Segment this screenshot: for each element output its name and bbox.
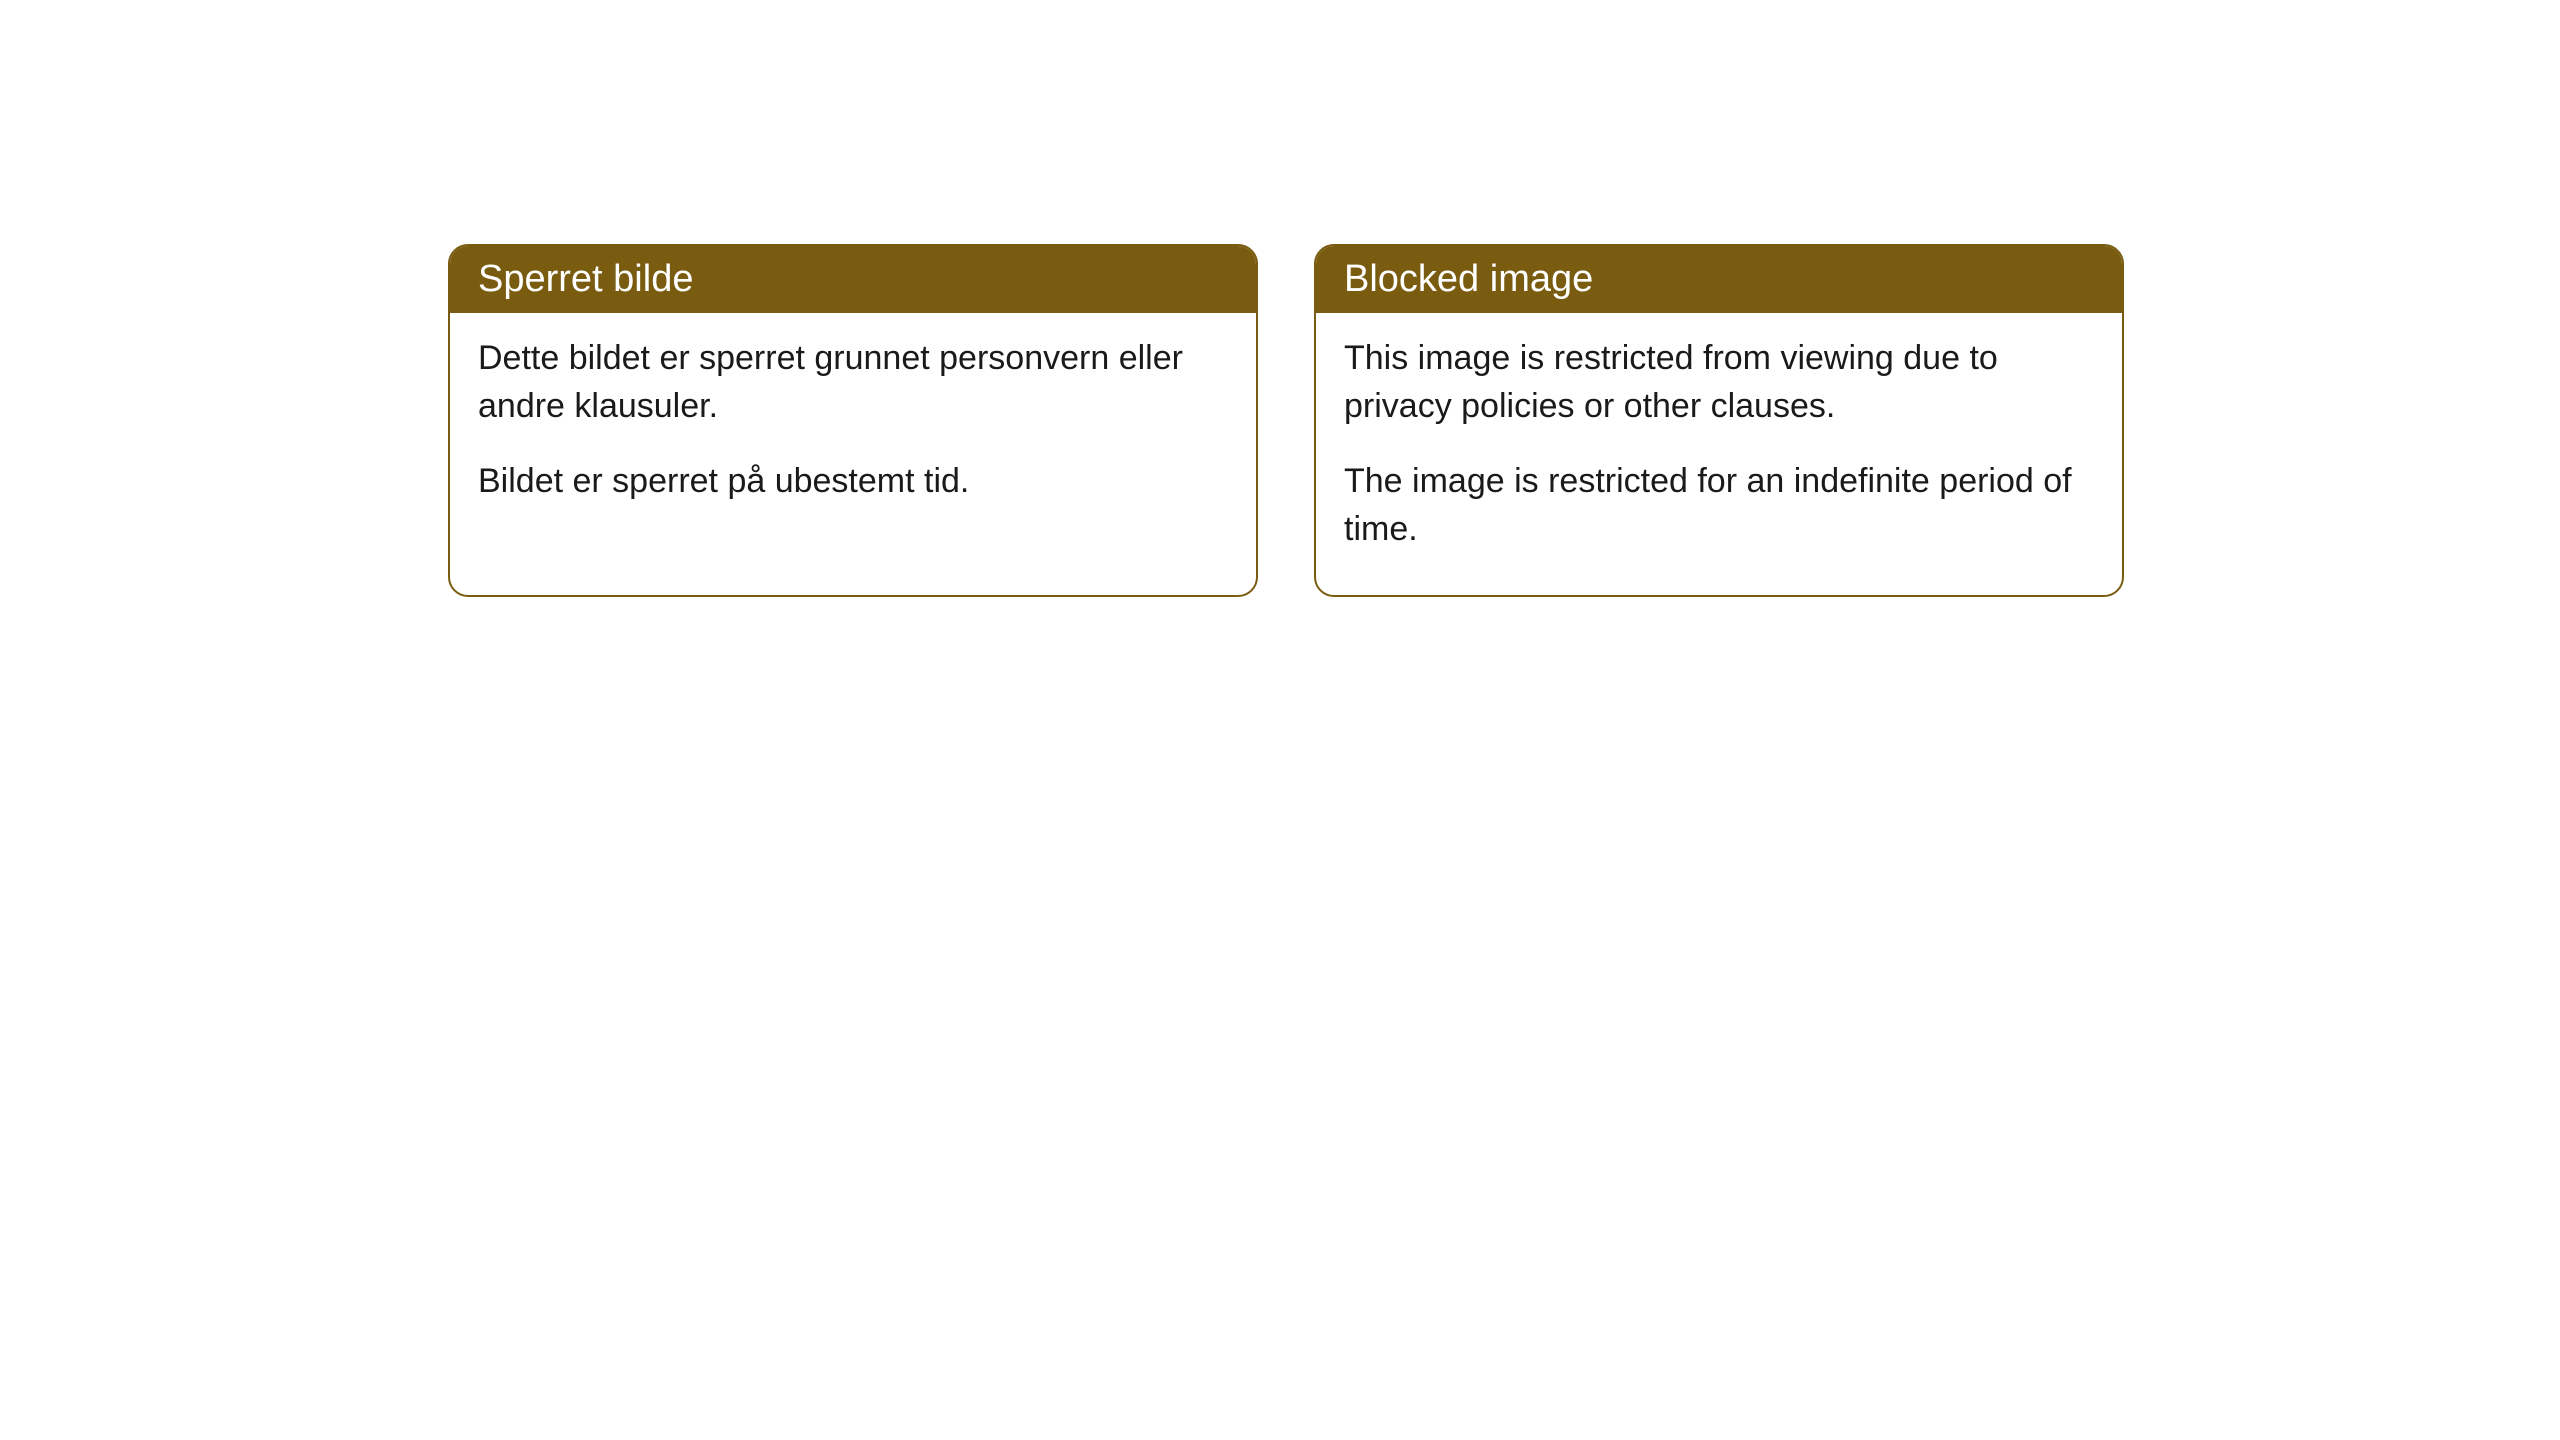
- card-title: Sperret bilde: [450, 246, 1256, 313]
- card-body: This image is restricted from viewing du…: [1316, 313, 2122, 595]
- card-paragraph: Bildet er sperret på ubestemt tid.: [478, 458, 1228, 506]
- blocked-image-card-english: Blocked image This image is restricted f…: [1314, 244, 2124, 597]
- card-paragraph: This image is restricted from viewing du…: [1344, 335, 2094, 430]
- card-body: Dette bildet er sperret grunnet personve…: [450, 313, 1256, 548]
- card-paragraph: The image is restricted for an indefinit…: [1344, 458, 2094, 553]
- notice-cards-container: Sperret bilde Dette bildet er sperret gr…: [448, 244, 2124, 597]
- card-paragraph: Dette bildet er sperret grunnet personve…: [478, 335, 1228, 430]
- card-title: Blocked image: [1316, 246, 2122, 313]
- blocked-image-card-norwegian: Sperret bilde Dette bildet er sperret gr…: [448, 244, 1258, 597]
